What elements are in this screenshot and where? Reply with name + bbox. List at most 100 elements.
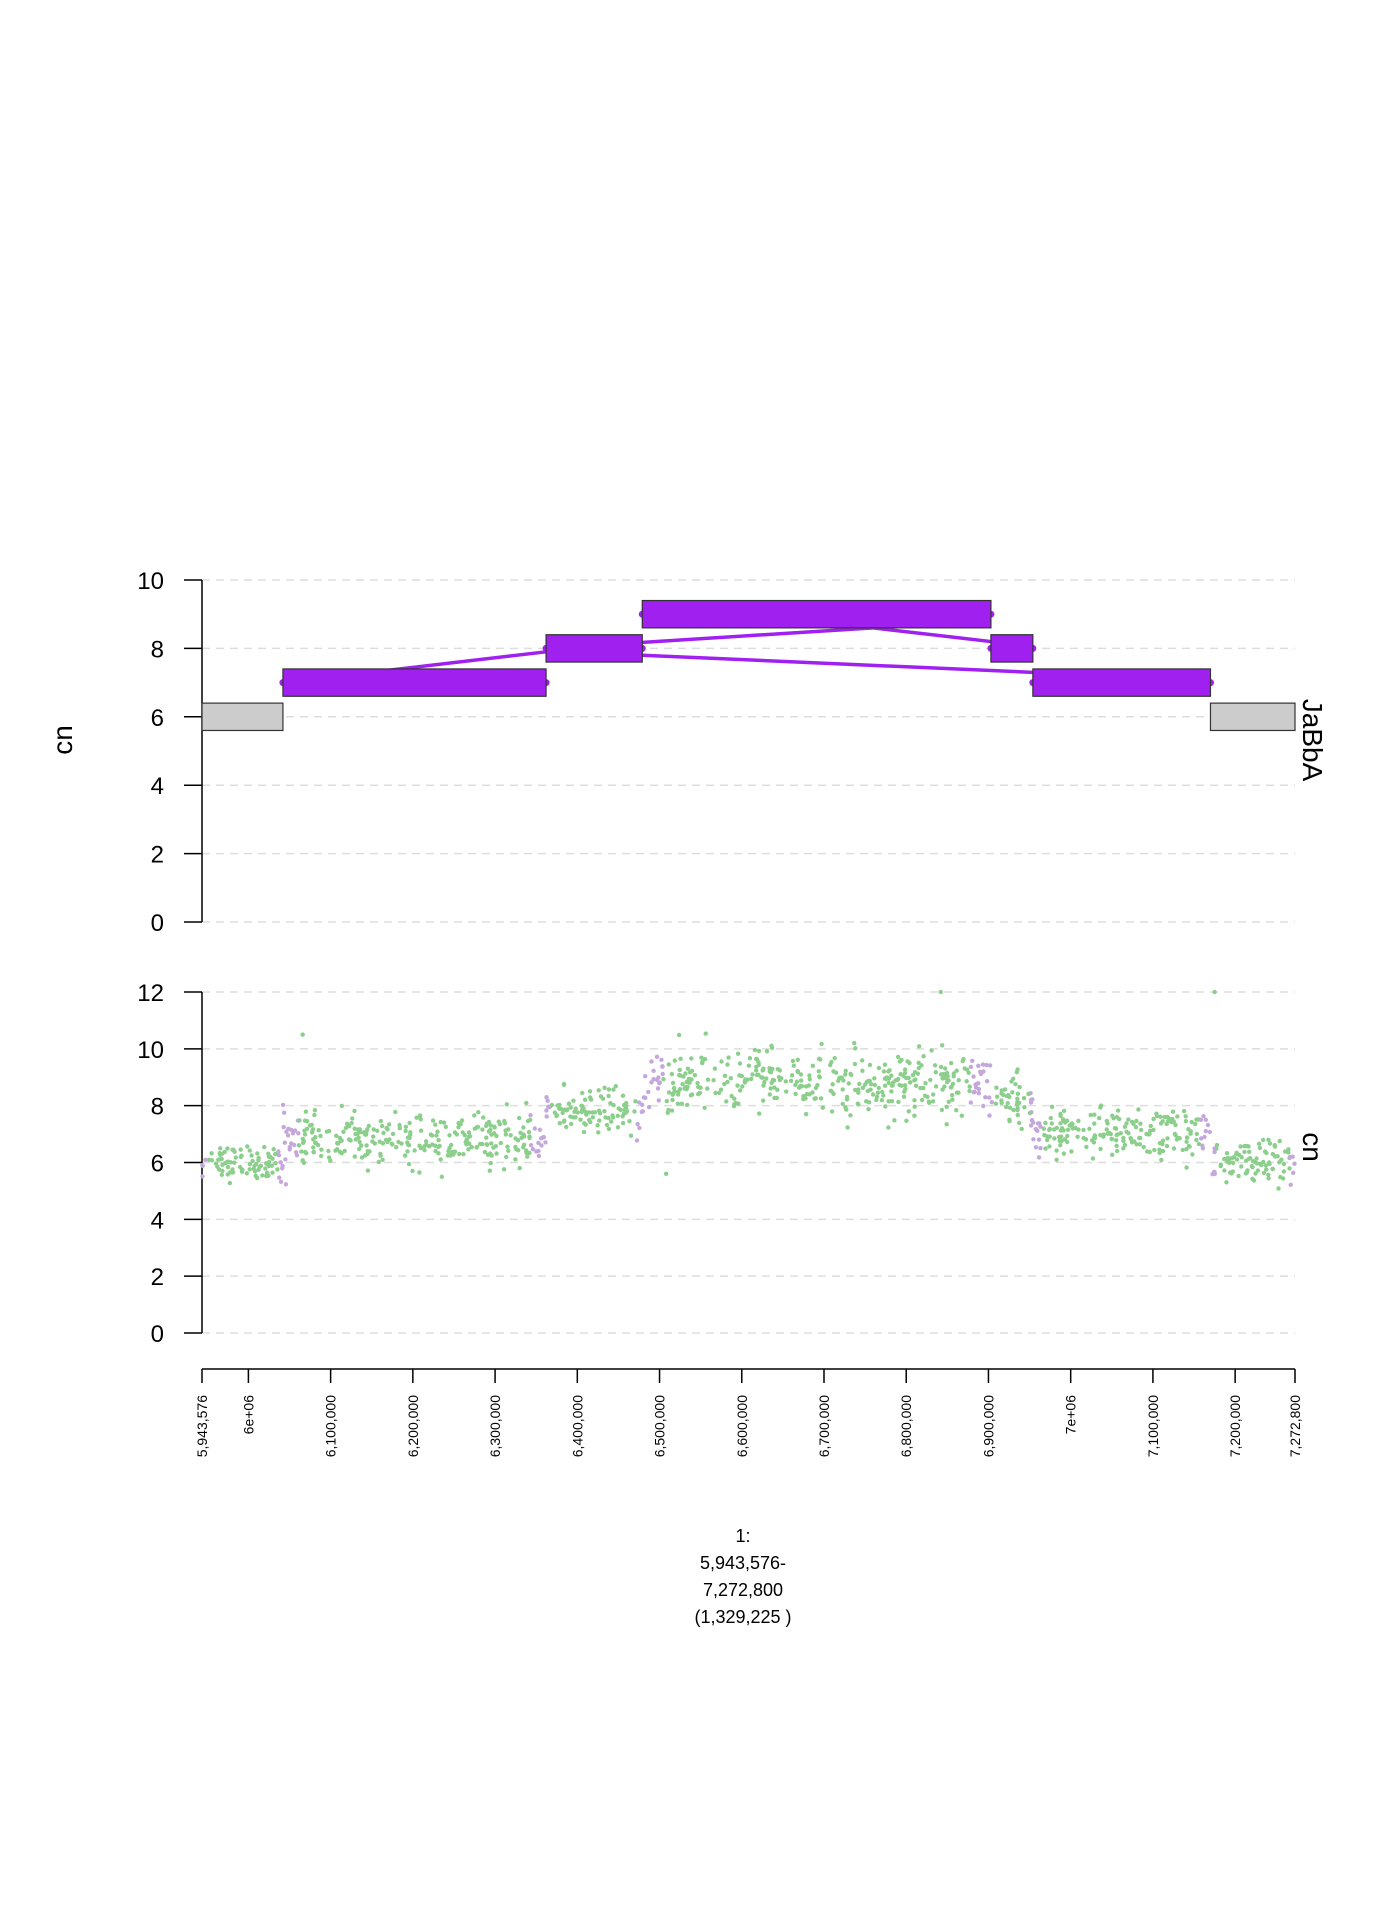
coverage-point	[1134, 1118, 1139, 1124]
coverage-point	[643, 1074, 648, 1079]
coverage-point	[973, 1085, 979, 1090]
coverage-point	[1069, 1121, 1075, 1126]
coverage-point	[1224, 1151, 1230, 1156]
coverage-point	[532, 1126, 537, 1131]
coverage-point	[1171, 1146, 1177, 1151]
coverage-point	[882, 1062, 888, 1067]
coverage-point	[684, 1079, 689, 1085]
coverage-point	[640, 1109, 646, 1114]
coverage-point	[895, 1054, 901, 1060]
coverage-point	[393, 1109, 398, 1115]
coverage-point	[897, 1082, 902, 1088]
coverage-point	[844, 1097, 850, 1102]
coverage-point	[1254, 1156, 1259, 1161]
coverage-point	[1001, 1092, 1006, 1098]
coverage-point	[1107, 1130, 1112, 1136]
coverage-point	[240, 1167, 245, 1173]
coverage-point	[527, 1135, 532, 1141]
coverage-point	[571, 1098, 576, 1103]
coverage-point	[689, 1077, 694, 1082]
coverage-point	[949, 1060, 954, 1066]
coverage-point	[276, 1153, 282, 1158]
x-tick-label: 6,100,000	[323, 1395, 339, 1457]
coverage-point	[830, 1082, 835, 1087]
location-width: (1,329,225 )	[694, 1607, 791, 1627]
coverage-point	[1022, 1105, 1027, 1110]
coverage-point	[980, 1062, 986, 1067]
coverage-point	[506, 1148, 511, 1154]
coverage-point	[219, 1172, 224, 1178]
coverage-point	[1212, 1146, 1217, 1151]
coverage-point	[292, 1142, 297, 1148]
coverage-point	[1004, 1093, 1010, 1099]
coverage-point	[588, 1095, 593, 1100]
coverage-point	[432, 1143, 438, 1148]
coverage-point	[230, 1167, 235, 1172]
coverage-point	[754, 1072, 760, 1078]
coverage-point	[1017, 1120, 1022, 1126]
coverage-point	[799, 1078, 804, 1083]
coverage-point	[848, 1113, 853, 1118]
coverage-point	[1180, 1147, 1185, 1153]
coverage-point	[1054, 1157, 1059, 1163]
coverage-point	[200, 1174, 205, 1179]
coverage-point	[669, 1108, 675, 1113]
coverage-point	[889, 1089, 894, 1094]
coverage-point	[818, 1096, 824, 1101]
coverage-point	[1238, 1144, 1243, 1149]
coverage-point	[695, 1080, 700, 1086]
coverage-point	[302, 1118, 308, 1123]
coverage-point	[544, 1095, 549, 1100]
coverage-point	[777, 1077, 783, 1083]
coverage-point	[921, 1085, 926, 1091]
coverage-point	[1015, 1091, 1021, 1097]
coverage-point	[403, 1124, 409, 1130]
coverage-point	[1281, 1161, 1287, 1167]
coverage-point	[1088, 1112, 1093, 1118]
coverage-point	[956, 1090, 961, 1095]
coverage-point	[1264, 1167, 1269, 1172]
jabba-track-label: JaBbA	[1297, 699, 1328, 782]
coverage-point	[200, 1163, 205, 1169]
coverage-point	[358, 1130, 363, 1135]
jabba-y-tick-label: 8	[151, 636, 164, 663]
coverage-y-tick-label: 2	[151, 1264, 164, 1291]
coverage-point	[633, 1099, 638, 1104]
coverage-point	[1256, 1141, 1262, 1147]
coverage-point	[1158, 1121, 1164, 1126]
coverage-point	[968, 1064, 974, 1070]
coverage-point	[700, 1060, 705, 1066]
coverage-point	[983, 1095, 988, 1100]
coverage-point	[984, 1079, 990, 1084]
coverage-point	[608, 1101, 613, 1106]
coverage-point	[258, 1163, 264, 1169]
coverage-y-tick-label: 0	[151, 1321, 164, 1348]
coverage-point	[1124, 1129, 1129, 1135]
coverage-point	[1279, 1157, 1284, 1162]
coverage-point	[1154, 1113, 1160, 1119]
coverage-track: 0 2 4 6 8 10 12 cn	[137, 980, 1328, 1348]
coverage-point	[232, 1160, 237, 1165]
coverage-point	[1105, 1121, 1110, 1126]
coverage-point	[1019, 1126, 1024, 1132]
coverage-point	[1137, 1135, 1142, 1141]
coverage-point	[247, 1148, 252, 1153]
coverage-point	[227, 1170, 233, 1175]
coverage-point	[829, 1109, 835, 1114]
coverage-y-tick-label: 4	[151, 1207, 164, 1234]
coverage-point	[767, 1066, 772, 1071]
coverage-point	[492, 1125, 497, 1130]
coverage-point	[506, 1127, 511, 1132]
coverage-point	[450, 1149, 455, 1155]
coverage-point	[606, 1087, 612, 1092]
coverage-point	[849, 1072, 854, 1078]
coverage-point	[545, 1098, 550, 1103]
coverage-point	[646, 1104, 652, 1110]
coverage-point	[725, 1079, 730, 1085]
coverage-point	[480, 1127, 485, 1132]
coverage-point	[933, 1084, 939, 1089]
coverage-point	[1122, 1142, 1128, 1148]
coverage-point	[318, 1133, 323, 1139]
coverage-point	[335, 1141, 341, 1146]
coverage-point	[365, 1127, 370, 1132]
